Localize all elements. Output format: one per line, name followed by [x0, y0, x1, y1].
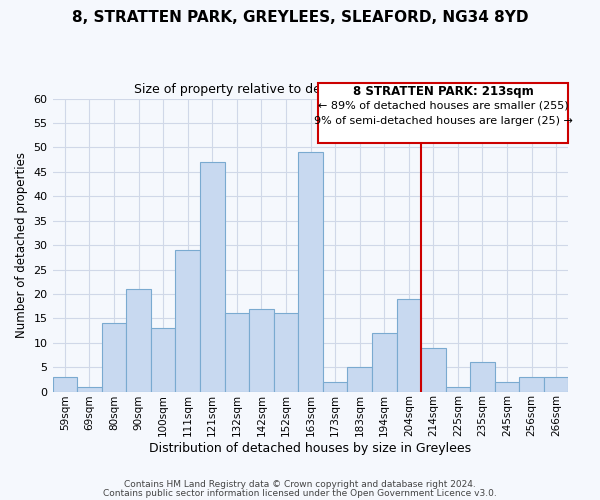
Bar — [224, 314, 249, 392]
FancyBboxPatch shape — [318, 82, 568, 142]
Text: 8 STRATTEN PARK: 213sqm: 8 STRATTEN PARK: 213sqm — [353, 86, 533, 98]
Bar — [77, 386, 101, 392]
Y-axis label: Number of detached properties: Number of detached properties — [15, 152, 28, 338]
Bar — [421, 348, 446, 392]
Text: Contains public sector information licensed under the Open Government Licence v3: Contains public sector information licen… — [103, 489, 497, 498]
Bar — [544, 377, 568, 392]
Bar — [53, 377, 77, 392]
Bar — [446, 386, 470, 392]
Bar — [298, 152, 323, 392]
Bar — [200, 162, 224, 392]
Bar — [372, 333, 397, 392]
Bar — [175, 250, 200, 392]
Text: Contains HM Land Registry data © Crown copyright and database right 2024.: Contains HM Land Registry data © Crown c… — [124, 480, 476, 489]
Bar — [101, 323, 126, 392]
Bar — [126, 289, 151, 392]
Bar — [470, 362, 495, 392]
X-axis label: Distribution of detached houses by size in Greylees: Distribution of detached houses by size … — [149, 442, 472, 455]
Bar — [151, 328, 175, 392]
Bar — [495, 382, 520, 392]
Bar — [249, 308, 274, 392]
Bar — [274, 314, 298, 392]
Bar — [347, 367, 372, 392]
Bar — [520, 377, 544, 392]
Text: 8, STRATTEN PARK, GREYLEES, SLEAFORD, NG34 8YD: 8, STRATTEN PARK, GREYLEES, SLEAFORD, NG… — [72, 10, 528, 25]
Bar — [323, 382, 347, 392]
Title: Size of property relative to detached houses in Greylees: Size of property relative to detached ho… — [134, 83, 487, 96]
Bar — [397, 299, 421, 392]
Text: ← 89% of detached houses are smaller (255): ← 89% of detached houses are smaller (25… — [318, 100, 569, 110]
Text: 9% of semi-detached houses are larger (25) →: 9% of semi-detached houses are larger (2… — [314, 116, 572, 126]
